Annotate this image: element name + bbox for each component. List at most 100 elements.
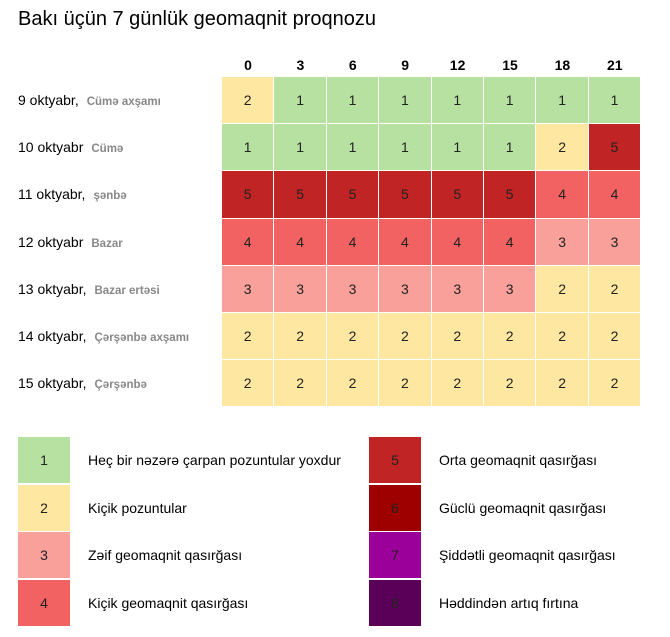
heatmap-cell: 2: [536, 124, 589, 172]
heatmap-cell: 2: [274, 313, 327, 361]
row-label: 9 oktyabr, Cümə axşamı: [18, 77, 161, 123]
legend-swatch: 6: [369, 484, 421, 531]
legend-label: Şiddətli geomaqnit qasırğası: [439, 547, 616, 563]
row-date: 9 oktyabr,: [18, 92, 79, 108]
row-weekday: Cümə axşamı: [86, 96, 161, 108]
row-label: 13 oktyabr, Bazar ertəsi: [18, 266, 160, 312]
heatmap-cell: 2: [484, 360, 537, 408]
heatmap-cell: 1: [484, 77, 537, 125]
heatmap-cell: 4: [484, 218, 537, 266]
row-weekday: Bazar ertəsi: [94, 284, 160, 297]
hour-label: 9: [401, 57, 410, 73]
heatmap-cell: 3: [274, 265, 327, 313]
heatmap-cell: 3: [536, 218, 589, 266]
chart-title: Bakı üçün 7 günlük geomaqnit proqnozu: [18, 8, 377, 30]
heatmap-cell: 2: [484, 313, 537, 361]
heatmap-cell: 2: [222, 77, 275, 125]
legend-swatch: 4: [18, 579, 70, 626]
heatmap-cell: 3: [588, 218, 642, 266]
row-weekday: Çərşənbə: [94, 379, 147, 392]
row-weekday: Çərşənbə axşamı: [94, 332, 190, 344]
legend-item: 2 Kiçik pozuntular: [18, 484, 358, 531]
heatmap-cell: 2: [536, 360, 589, 408]
heatmap-cell: 5: [326, 171, 380, 219]
row-label: 10 oktyabr Cümə: [18, 124, 123, 170]
heatmap-cell: 5: [431, 171, 484, 219]
heatmap-cell: 3: [484, 265, 537, 313]
heatmap-cell: 1: [379, 77, 432, 125]
heatmap-cell: 3: [431, 265, 484, 313]
legend-swatch: 8: [369, 579, 421, 626]
heatmap-cell: 4: [379, 218, 432, 266]
heatmap-cell: 2: [379, 360, 432, 408]
row-label: 11 oktyabr, şənbə: [18, 171, 127, 217]
heatmap-cell: 2: [588, 265, 642, 313]
heatmap-cell: 1: [484, 124, 537, 172]
legend-item: 7 Şiddətli geomaqnit qasırğası: [369, 532, 659, 578]
row-label: 14 oktyabr, Çərşənbə axşamı: [18, 313, 189, 359]
heatmap-cell: 2: [326, 313, 380, 361]
legend-label: Zəif geomaqnit qasırğası: [88, 547, 243, 563]
heatmap-cell: 1: [431, 77, 484, 125]
heatmap-cell: 2: [536, 313, 589, 361]
hour-label: 15: [502, 57, 518, 73]
heatmap-cell: 5: [588, 124, 642, 172]
legend-item: 6 Güclü geomaqnit qasırğası: [369, 484, 659, 531]
legend-swatch: 5: [369, 437, 421, 483]
heatmap-cell: 4: [536, 171, 589, 219]
heatmap-cell: 4: [274, 218, 327, 266]
heatmap-cell: 2: [379, 313, 432, 361]
legend-swatch: 1: [18, 437, 70, 483]
row-date: 10 oktyabr: [18, 139, 84, 156]
heatmap-cell: 1: [274, 124, 327, 172]
hour-label: 0: [244, 57, 252, 73]
heatmap-cell: 2: [536, 265, 589, 313]
row-date: 11 oktyabr,: [18, 186, 86, 203]
heatmap-cell: 2: [274, 360, 327, 408]
heatmap-cell: 5: [222, 171, 275, 219]
row-date: 14 oktyabr,: [18, 328, 87, 344]
legend-label: Kiçik geomaqnit qasırğası: [88, 594, 249, 611]
heatmap-cell: 4: [326, 218, 380, 266]
heatmap-cell: 3: [222, 265, 275, 313]
heatmap-cell: 5: [274, 171, 327, 219]
heatmap-cell: 5: [379, 171, 432, 219]
row-weekday: Cümə: [91, 143, 124, 156]
heatmap-cell: 2: [326, 360, 380, 408]
legend-label: Həddindən artıq fırtına: [439, 594, 579, 611]
legend-label: Güclü geomaqnit qasırğası: [439, 499, 607, 516]
legend-item: 4 Kiçik geomaqnit qasırğası: [18, 579, 358, 626]
legend-item: 5 Orta geomaqnit qasırğası: [369, 437, 659, 483]
hour-label: 21: [607, 57, 623, 73]
heatmap-cell: 2: [588, 360, 642, 408]
heatmap-cell: 1: [379, 124, 432, 172]
legend-label: Kiçik pozuntular: [88, 499, 187, 516]
legend-swatch: 7: [369, 532, 421, 578]
heatmap-cell: 3: [326, 265, 380, 313]
legend-label: Heç bir nəzərə çarpan pozuntular yoxdur: [88, 452, 341, 468]
heatmap-cell: 1: [326, 77, 380, 125]
hour-label: 6: [348, 57, 357, 73]
row-weekday: şənbə: [93, 190, 127, 203]
hour-label: 18: [554, 57, 571, 73]
heatmap-cell: 1: [431, 124, 484, 172]
heatmap-cell: 5: [484, 171, 537, 219]
heatmap-cell: 2: [431, 360, 484, 408]
legend-item: 1 Heç bir nəzərə çarpan pozuntular yoxdur: [18, 437, 358, 483]
legend-swatch: 3: [18, 532, 70, 578]
heatmap-cell: 4: [222, 218, 275, 266]
row-label: 15 oktyabr, Çərşənbə: [18, 360, 147, 406]
legend-swatch: 2: [18, 484, 70, 531]
legend-label: Orta geomaqnit qasırğası: [439, 452, 597, 468]
row-date: 15 oktyabr,: [18, 375, 87, 392]
heatmap-cell: 4: [588, 171, 642, 219]
heatmap-cell: 2: [222, 360, 275, 408]
row-weekday: Bazar: [91, 237, 123, 250]
heatmap-cell: 1: [326, 124, 380, 172]
heatmap-cell: 2: [222, 313, 275, 361]
hour-label: 12: [449, 57, 466, 73]
legend-item: 8 Həddindən artıq fırtına: [369, 579, 659, 626]
heatmap-cell: 1: [274, 77, 327, 125]
heatmap-cell: 1: [588, 77, 642, 125]
